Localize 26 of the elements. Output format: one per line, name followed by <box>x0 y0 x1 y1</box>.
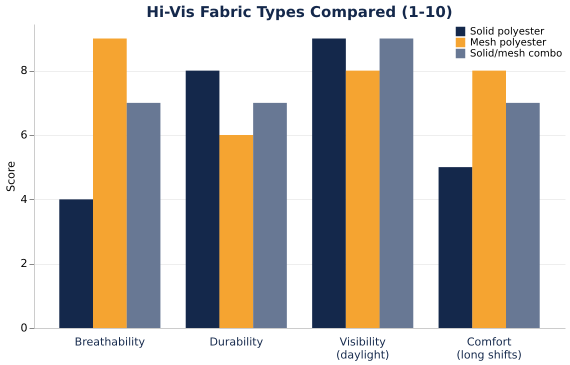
bar <box>219 134 254 328</box>
bar <box>126 102 160 328</box>
y-tick-label: 2 <box>20 257 28 270</box>
y-tick-label: 6 <box>20 128 28 142</box>
bar <box>438 167 472 328</box>
chart-title: Hi-Vis Fabric Types Compared (1-10) <box>146 3 453 21</box>
x-tick-label: Breathability <box>74 336 146 348</box>
y-tick-label: 8 <box>20 64 28 78</box>
bar <box>346 70 380 328</box>
bar <box>93 38 127 328</box>
bar <box>253 102 287 328</box>
x-tick-label: Visibility (daylight) <box>336 336 390 362</box>
bar <box>59 199 93 328</box>
y-axis-title: Score <box>4 160 18 192</box>
y-tick-label: 0 <box>20 322 28 334</box>
bar <box>312 38 346 328</box>
x-tick-label: Comfort (long shifts) <box>456 336 522 362</box>
x-tick-label: Durability <box>209 336 264 348</box>
bar <box>380 38 414 328</box>
legend-label: Mesh polyester <box>470 38 548 48</box>
legend-label: Solid polyester <box>470 26 546 38</box>
bar <box>472 70 506 328</box>
legend-label: Solid/mesh combo <box>470 48 562 60</box>
bar <box>506 102 540 328</box>
bar <box>186 70 220 328</box>
y-tick-label: 4 <box>20 192 28 206</box>
